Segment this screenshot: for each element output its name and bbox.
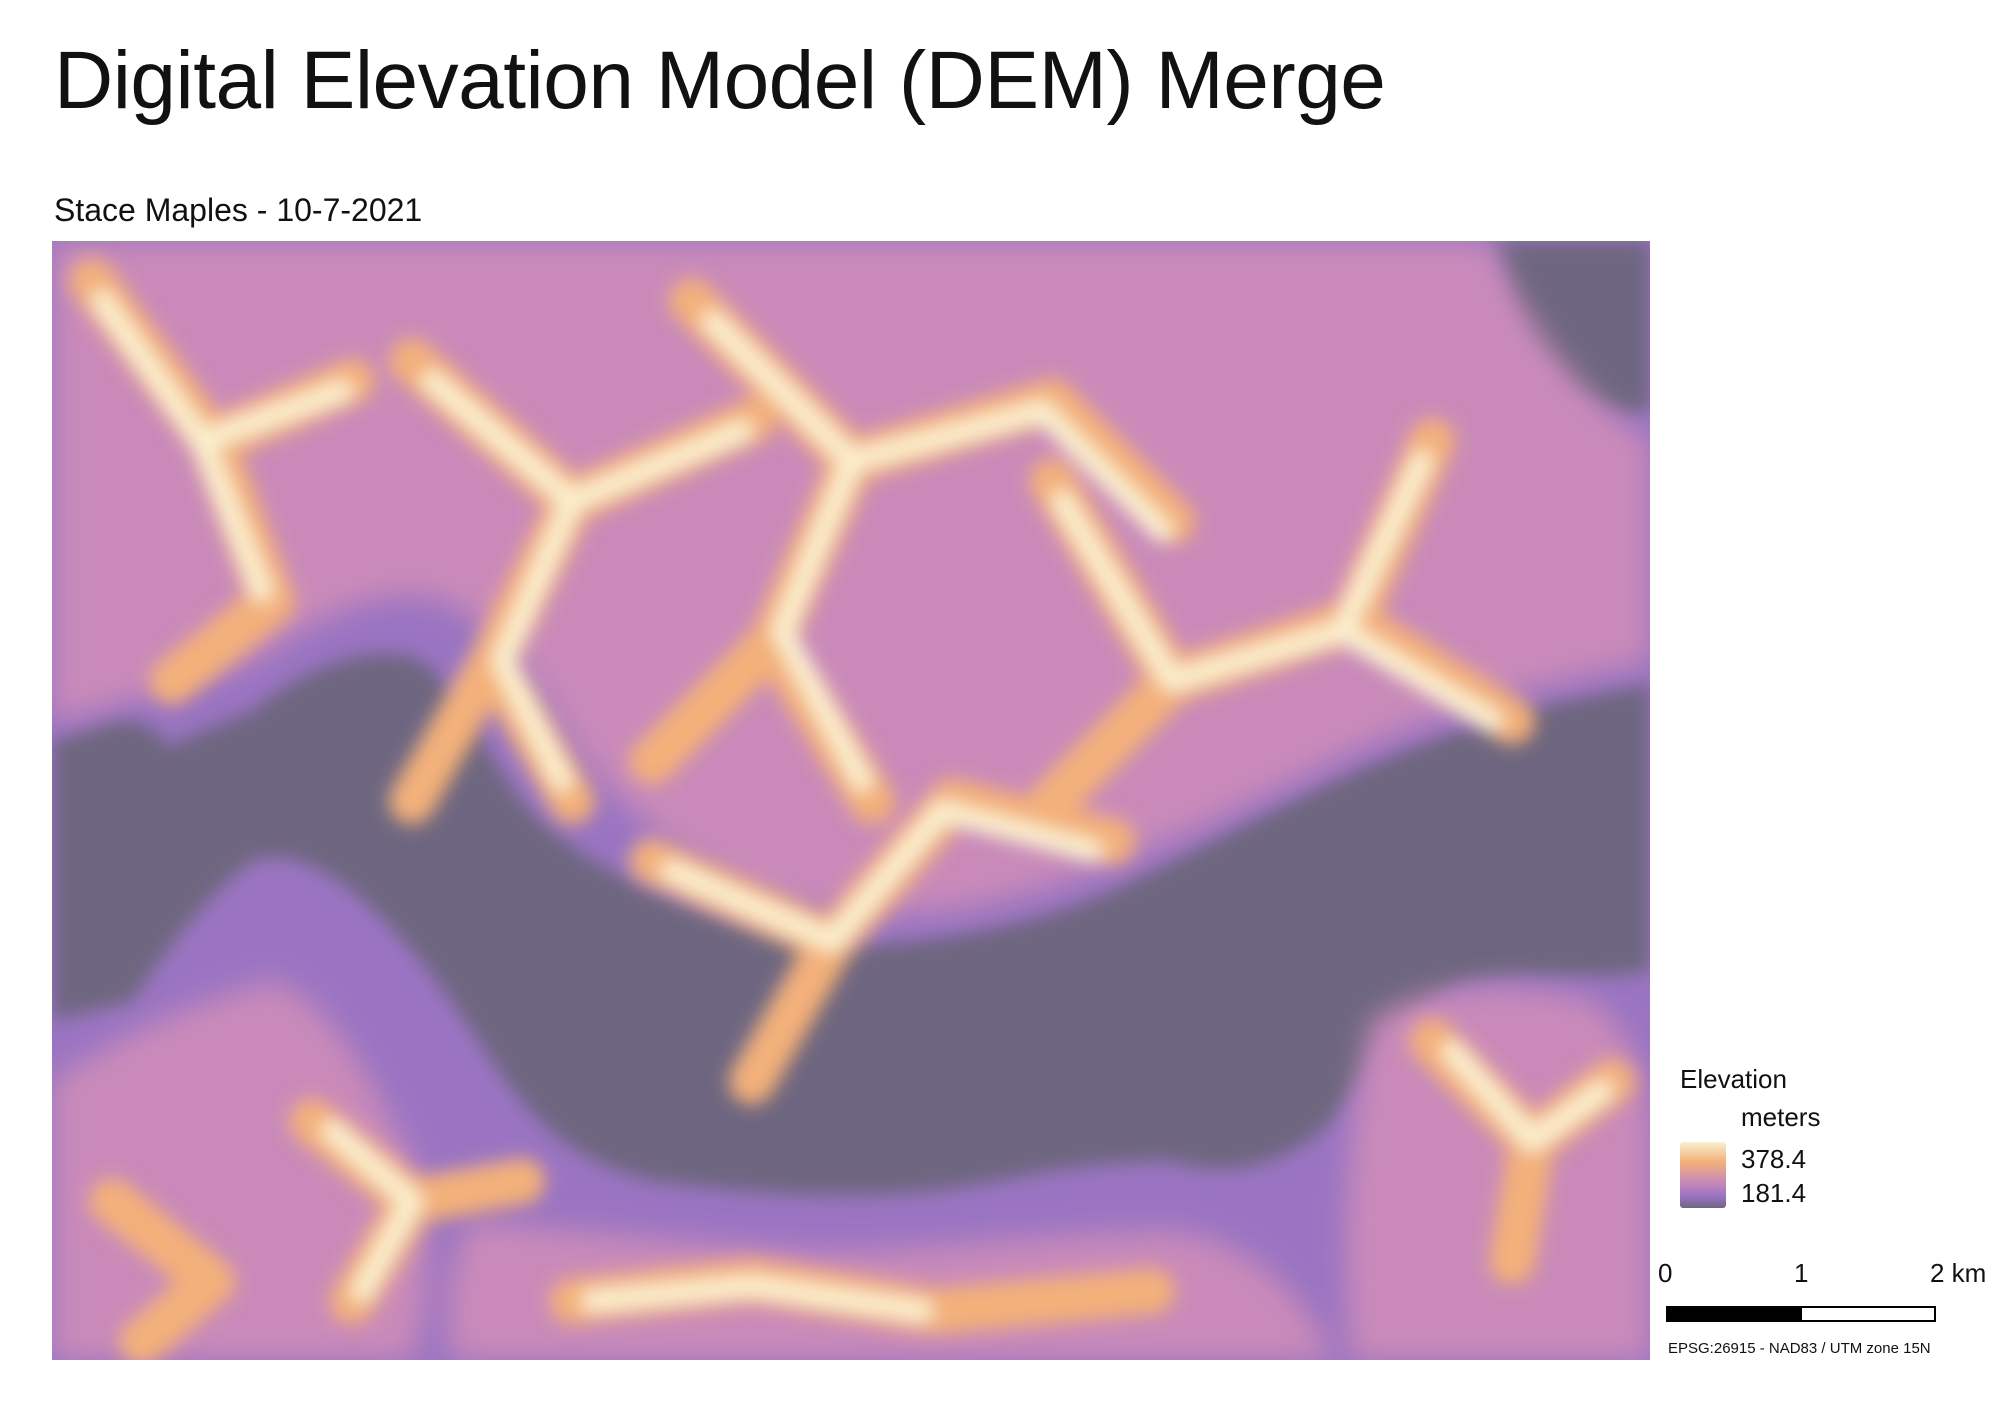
ridge-network xyxy=(69,258,1635,1360)
scale-label-start: 0 xyxy=(1658,1258,1673,1288)
map-title: Digital Elevation Model (DEM) Merge xyxy=(54,35,1386,126)
scale-segment-2 xyxy=(1800,1306,1936,1322)
legend-color-ramp xyxy=(1680,1142,1726,1208)
scale-label-end: 2 km xyxy=(1930,1258,1987,1288)
legend-title: Elevation xyxy=(1680,1064,1787,1094)
map-subtitle: Stace Maples - 10-7-2021 xyxy=(54,192,423,228)
crs-label: EPSG:26915 - NAD83 / UTM zone 15N xyxy=(1668,1340,1931,1357)
scale-segment-1 xyxy=(1666,1306,1802,1322)
scale-label-mid: 1 xyxy=(1794,1258,1809,1288)
dem-raster xyxy=(52,241,1650,1360)
legend-max-value: 378.4 xyxy=(1741,1144,1807,1174)
legend-units: meters xyxy=(1741,1102,1821,1132)
dem-map xyxy=(52,241,1650,1360)
scale-bar: 0 1 2 km xyxy=(1656,1258,1996,1328)
legend-min-value: 181.4 xyxy=(1741,1178,1807,1208)
river-valley xyxy=(52,241,1650,1196)
